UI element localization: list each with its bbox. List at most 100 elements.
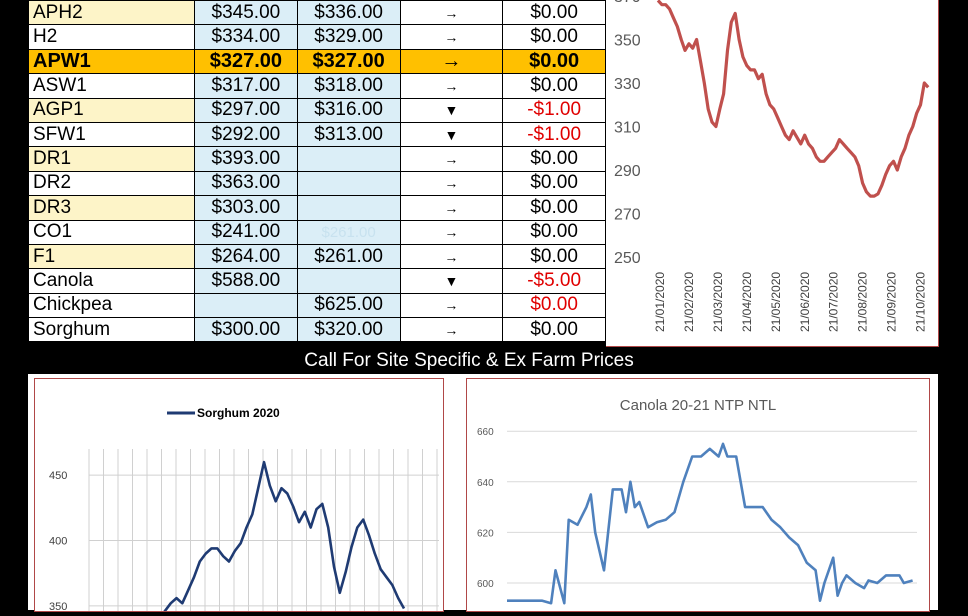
price-change: $0.00: [502, 0, 606, 26]
price-change: $0.00: [502, 146, 606, 172]
sorghum-line: [159, 460, 406, 616]
right-arrow-icon: →: [399, 24, 504, 50]
down-arrow-icon: ▼: [399, 121, 504, 148]
grade-name: SFW1: [28, 121, 195, 148]
right-arrow-icon: →: [399, 243, 504, 270]
y-tick-label: 640: [477, 478, 494, 489]
right-arrow-icon: →: [399, 292, 504, 319]
y-tick-label: 600: [477, 579, 494, 590]
down-arrow-icon: ▼: [399, 97, 504, 123]
price-current: $334.00: [194, 24, 298, 50]
y-tick-label: 350: [614, 33, 641, 50]
price-previous: $625.00: [296, 292, 401, 319]
price-current: $297.00: [194, 97, 298, 123]
table-row: DR2 $363.00 → $0.00: [28, 170, 606, 197]
price-previous: [296, 170, 401, 197]
table-row: Canola $588.00 ▼ -$5.00: [28, 268, 606, 294]
price-current: $303.00: [194, 195, 298, 221]
grain-price-table: APH2 $345.00 $336.00 → $0.00 H2 $334.00 $329.00…: [28, 0, 606, 348]
price-change: -$1.00: [502, 121, 606, 148]
site-prices-banner: Call For Site Specific & Ex Farm Prices: [0, 348, 938, 374]
x-tick-label: 21/06/2020: [798, 272, 812, 332]
grade-name: DR3: [28, 195, 195, 221]
price-previous: $316.00: [296, 97, 401, 123]
price-change: $0.00: [502, 24, 606, 50]
grade-name: AGP1: [28, 97, 195, 123]
table-row: Chickpea $625.00 → $0.00: [28, 292, 606, 319]
price-change: $0.00: [502, 317, 606, 343]
y-tick-label: 350: [49, 601, 67, 611]
grade-name: APH2: [28, 0, 195, 26]
price-previous: $318.00: [296, 73, 401, 99]
y-tick-label: 330: [614, 76, 641, 93]
price-previous: [296, 146, 401, 172]
price-current: $264.00: [194, 243, 298, 270]
right-arrow-icon: →: [399, 195, 504, 221]
price-current: [194, 292, 298, 319]
price-history-chart: 250 270 290 310 330 350 370 21/01/2020 21/02/202…: [606, 0, 939, 347]
y-tick-label: 290: [614, 163, 641, 180]
bottom-charts-area: 350 400 450 Sorghum 2020 600 620 640 660 Canola…: [28, 374, 938, 616]
price-previous: [296, 268, 401, 294]
price-current: $327.00: [194, 48, 298, 75]
price-previous: [296, 195, 401, 221]
price-previous: $320.00: [296, 317, 401, 343]
price-current: $300.00: [194, 317, 298, 343]
y-tick-label: 270: [614, 207, 641, 224]
x-tick-label: 21/08/2020: [856, 272, 870, 332]
right-arrow-icon: →: [399, 48, 504, 75]
table-row: AGP1 $297.00 $316.00 ▼ -$1.00: [28, 97, 606, 123]
price-current: $588.00: [194, 268, 298, 294]
grade-name: DR1: [28, 146, 195, 172]
grade-name: Sorghum: [28, 317, 195, 343]
price-table: APH2 $345.00 $336.00 → $0.00 H2 $334.00 $329.00…: [28, 0, 606, 343]
y-tick-label: 400: [49, 536, 67, 548]
table-row: ASW1 $317.00 $318.00 → $0.00: [28, 73, 606, 99]
x-tick-label: 21/09/2020: [885, 272, 899, 332]
price-current: $241.00: [194, 219, 298, 245]
price-change: $0.00: [502, 195, 606, 221]
x-tick-label: 21/10/2020: [914, 272, 928, 332]
grade-name: APW1: [28, 48, 195, 75]
price-previous: $261.00: [296, 219, 401, 245]
price-previous: $327.00: [296, 48, 401, 75]
price-current: $393.00: [194, 146, 298, 172]
price-change: $0.00: [502, 219, 606, 245]
table-row: Sorghum $300.00 $320.00 → $0.00: [28, 317, 606, 343]
price-current: $292.00: [194, 121, 298, 148]
right-arrow-icon: →: [399, 170, 504, 197]
x-tick-label: 21/02/2020: [682, 272, 696, 332]
table-row: H2 $334.00 $329.00 → $0.00: [28, 24, 606, 50]
price-previous: $329.00: [296, 24, 401, 50]
chart-title: Canola 20-21 NTP NTL: [620, 397, 776, 414]
table-row: APH2 $345.00 $336.00 → $0.00: [28, 0, 606, 26]
down-arrow-icon: ▼: [399, 268, 504, 294]
price-change: -$5.00: [502, 268, 606, 294]
price-current: $345.00: [194, 0, 298, 26]
canola-line: [507, 442, 913, 605]
y-tick-label: 370: [614, 0, 641, 6]
faint-price: $261.00: [321, 224, 376, 242]
x-tick-label: 21/03/2020: [711, 272, 725, 332]
grade-name: ASW1: [28, 73, 195, 99]
grade-name: DR2: [28, 170, 195, 197]
x-tick-label: 21/01/2020: [653, 272, 667, 332]
right-arrow-icon: →: [399, 73, 504, 99]
grade-name: H2: [28, 24, 195, 50]
price-previous: $336.00: [296, 0, 401, 26]
table-row: F1 $264.00 $261.00 → $0.00: [28, 243, 606, 270]
y-tick-label: 620: [477, 528, 494, 539]
canola-chart-svg: 600 620 640 660 Canola 20-21 NTP NTL: [477, 397, 917, 605]
canola-chart: 600 620 640 660 Canola 20-21 NTP NTL: [466, 378, 930, 612]
y-tick-label: 250: [614, 250, 641, 267]
right-arrow-icon: →: [399, 219, 504, 245]
price-previous: $261.00: [296, 243, 401, 270]
price-history-chart-svg: 250 270 290 310 330 350 370 21/01/2020 21/02/202…: [614, 0, 930, 332]
grade-name: Chickpea: [28, 292, 195, 319]
table-row: APW1 $327.00 $327.00 → $0.00: [28, 48, 606, 75]
price-change: $0.00: [502, 48, 606, 75]
price-change: $0.00: [502, 292, 606, 319]
price-line: [656, 0, 930, 198]
sorghum-chart-svg: 350 400 450 Sorghum 2020: [49, 406, 439, 616]
price-change: $0.00: [502, 170, 606, 197]
